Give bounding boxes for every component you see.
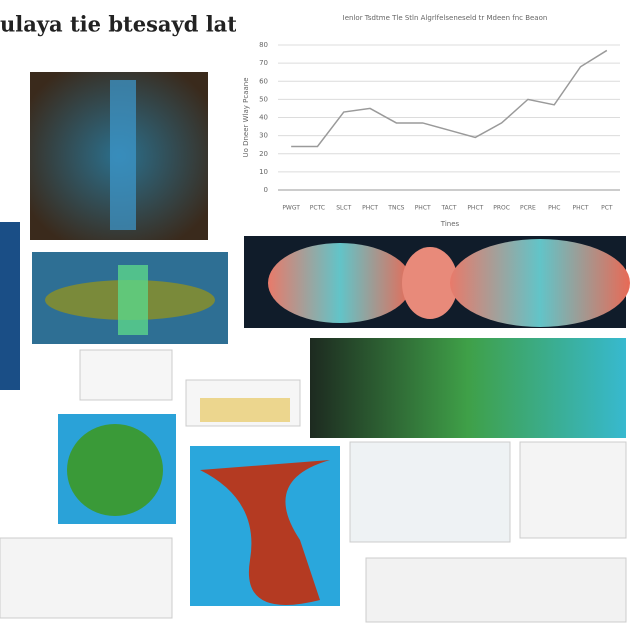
x-tick-label: PHCT [415, 205, 431, 212]
x-tick-label: PHCT [362, 205, 378, 212]
y-tick-label: 80 [259, 41, 268, 49]
x-tick-label: PHCT [467, 205, 483, 212]
x-axis-label: Tines [440, 220, 460, 228]
y-tick-label: 10 [259, 168, 268, 176]
x-tick-label: PCT [601, 205, 613, 212]
x-tick-label: PWGT [282, 205, 300, 212]
y-tick-label: 70 [259, 59, 268, 67]
chart-title: Ienlor Tsdtme Tle Stln Algrlfelseneseld … [343, 14, 548, 22]
x-tick-label: PHCT [573, 205, 589, 212]
x-tick-label: TNCS [387, 205, 404, 212]
y-axis-label: Uo Dneer Wlay Pcaane [242, 77, 250, 157]
x-tick-label: PCTC [310, 205, 325, 212]
y-tick-label: 0 [264, 186, 268, 194]
image-panels [0, 72, 630, 623]
y-tick-label: 40 [259, 114, 268, 122]
y-tick-label: 60 [259, 77, 268, 85]
x-tick-label: SLCT [336, 205, 351, 212]
x-tick-label: PCRE [520, 205, 536, 212]
x-tick-label: TACT [440, 205, 456, 212]
page-title: ulaya tie btesayd latal [0, 12, 259, 37]
x-tick-label: PHC [548, 205, 560, 212]
y-tick-label: 50 [259, 95, 268, 103]
y-tick-label: 30 [259, 132, 268, 140]
data-line [291, 49, 608, 148]
x-tick-label: PROC [493, 205, 510, 212]
y-tick-label: 20 [259, 150, 268, 158]
chart-background [236, 8, 628, 236]
